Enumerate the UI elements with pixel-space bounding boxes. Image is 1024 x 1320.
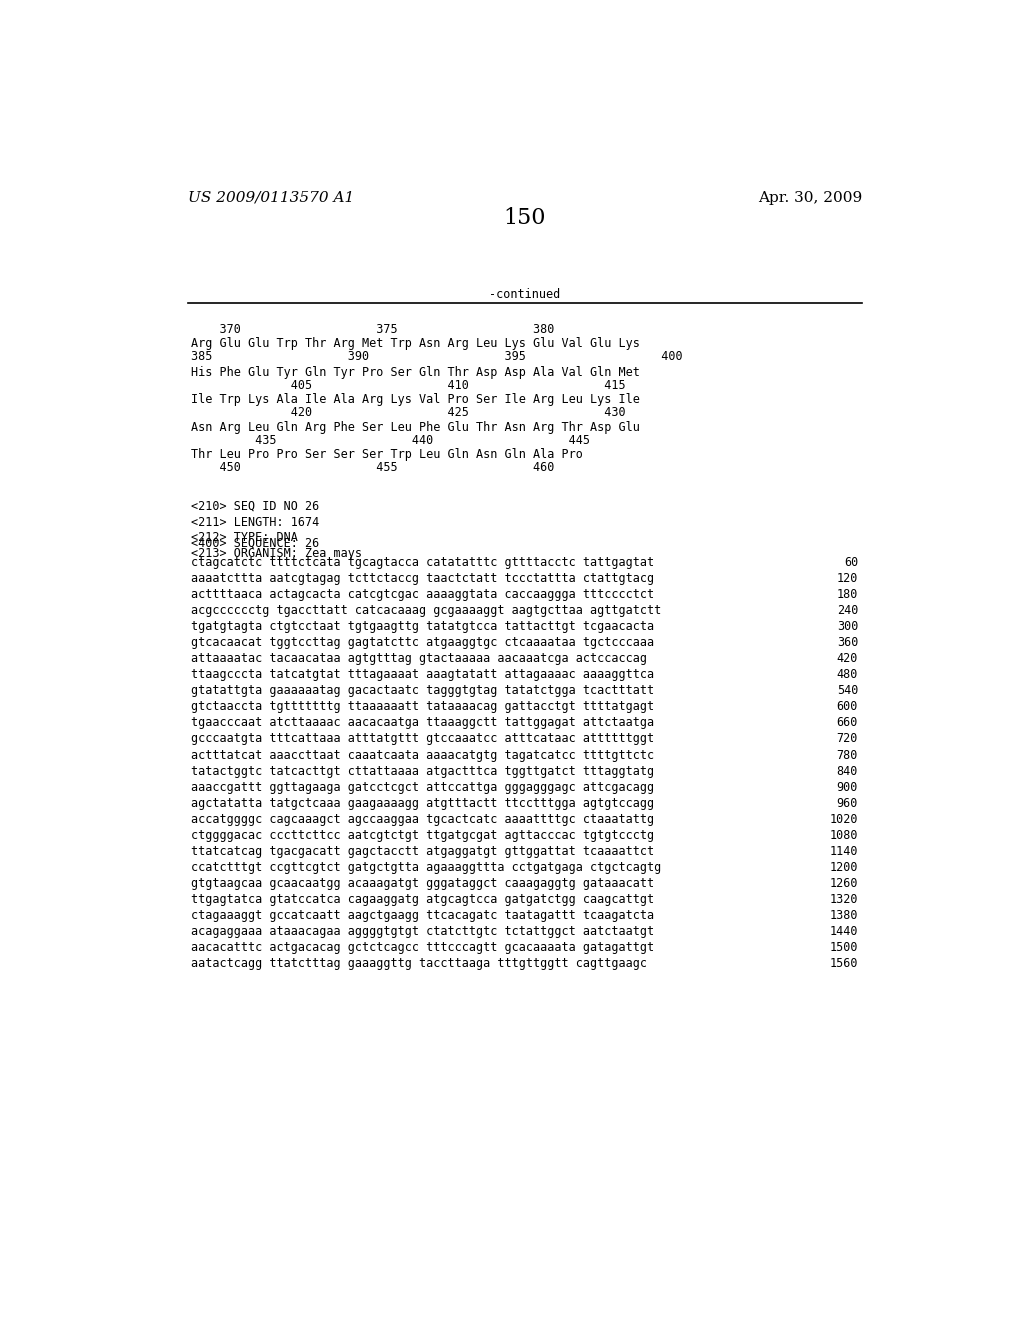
Text: aacacatttc actgacacag gctctcagcc tttcccagtt gcacaaaata gatagattgt: aacacatttc actgacacag gctctcagcc tttccca… [191, 941, 654, 954]
Text: 1020: 1020 [829, 813, 858, 826]
Text: ctagcatctc ttttctcata tgcagtacca catatatttc gttttacctc tattgagtat: ctagcatctc ttttctcata tgcagtacca catatat… [191, 556, 654, 569]
Text: agctatatta tatgctcaaa gaagaaaagg atgtttactt ttcctttgga agtgtccagg: agctatatta tatgctcaaa gaagaaaagg atgttta… [191, 797, 654, 809]
Text: ttgagtatca gtatccatca cagaaggatg atgcagtcca gatgatctgg caagcattgt: ttgagtatca gtatccatca cagaaggatg atgcagt… [191, 894, 654, 906]
Text: acagaggaaa ataaacagaa aggggtgtgt ctatcttgtc tctattggct aatctaatgt: acagaggaaa ataaacagaa aggggtgtgt ctatctt… [191, 925, 654, 939]
Text: tgaacccaat atcttaaaac aacacaatga ttaaaggctt tattggagat attctaatga: tgaacccaat atcttaaaac aacacaatga ttaaagg… [191, 717, 654, 730]
Text: <400> SEQUENCE: 26: <400> SEQUENCE: 26 [191, 536, 319, 549]
Text: Thr Leu Pro Pro Ser Ser Ser Trp Leu Gln Asn Gln Ala Pro: Thr Leu Pro Pro Ser Ser Ser Trp Leu Gln … [191, 447, 584, 461]
Text: 900: 900 [837, 780, 858, 793]
Text: 150: 150 [504, 207, 546, 230]
Text: <212> TYPE: DNA: <212> TYPE: DNA [191, 532, 298, 544]
Text: aaaccgattt ggttagaaga gatcctcgct attccattga gggagggagc attcgacagg: aaaccgattt ggttagaaga gatcctcgct attccat… [191, 780, 654, 793]
Text: 1380: 1380 [829, 909, 858, 923]
Text: ttatcatcag tgacgacatt gagctacctt atgaggatgt gttggattat tcaaaattct: ttatcatcag tgacgacatt gagctacctt atgagga… [191, 845, 654, 858]
Text: attaaaatac tacaacataa agtgtttag gtactaaaaa aacaaatcga actccaccag: attaaaatac tacaacataa agtgtttag gtactaaa… [191, 652, 647, 665]
Text: 960: 960 [837, 797, 858, 809]
Text: aatactcagg ttatctttag gaaaggttg taccttaaga tttgttggtt cagttgaagc: aatactcagg ttatctttag gaaaggttg taccttaa… [191, 957, 647, 970]
Text: 780: 780 [837, 748, 858, 762]
Text: 1440: 1440 [829, 925, 858, 939]
Text: 450                   455                   460: 450 455 460 [191, 461, 555, 474]
Text: 840: 840 [837, 764, 858, 777]
Text: gtgtaagcaa gcaacaatgg acaaagatgt gggataggct caaagaggtg gataaacatt: gtgtaagcaa gcaacaatgg acaaagatgt gggatag… [191, 876, 654, 890]
Text: 360: 360 [837, 636, 858, 649]
Text: 405                   410                   415: 405 410 415 [191, 379, 626, 392]
Text: 240: 240 [837, 605, 858, 616]
Text: 540: 540 [837, 684, 858, 697]
Text: 1140: 1140 [829, 845, 858, 858]
Text: tatactggtc tatcacttgt cttattaaaa atgactttca tggttgatct tttaggtatg: tatactggtc tatcacttgt cttattaaaa atgactt… [191, 764, 654, 777]
Text: gtcacaacat tggtccttag gagtatcttc atgaaggtgc ctcaaaataa tgctcccaaa: gtcacaacat tggtccttag gagtatcttc atgaagg… [191, 636, 654, 649]
Text: Ile Trp Lys Ala Ile Ala Arg Lys Val Pro Ser Ile Arg Leu Lys Ile: Ile Trp Lys Ala Ile Ala Arg Lys Val Pro … [191, 393, 640, 407]
Text: ctggggacac cccttcttcc aatcgtctgt ttgatgcgat agttacccac tgtgtccctg: ctggggacac cccttcttcc aatcgtctgt ttgatgc… [191, 829, 654, 842]
Text: gcccaatgta tttcattaaa atttatgttt gtccaaatcc atttcataac attttttggt: gcccaatgta tttcattaaa atttatgttt gtccaaa… [191, 733, 654, 746]
Text: accatggggc cagcaaagct agccaaggaa tgcactcatc aaaattttgc ctaaatattg: accatggggc cagcaaagct agccaaggaa tgcactc… [191, 813, 654, 826]
Text: acttttaaca actagcacta catcgtcgac aaaaggtata caccaaggga tttcccctct: acttttaaca actagcacta catcgtcgac aaaaggt… [191, 587, 654, 601]
Text: 420: 420 [837, 652, 858, 665]
Text: Apr. 30, 2009: Apr. 30, 2009 [758, 191, 862, 205]
Text: 1200: 1200 [829, 861, 858, 874]
Text: <210> SEQ ID NO 26: <210> SEQ ID NO 26 [191, 500, 319, 513]
Text: <213> ORGANISM: Zea mays: <213> ORGANISM: Zea mays [191, 548, 362, 560]
Text: -continued: -continued [489, 289, 560, 301]
Text: 1320: 1320 [829, 894, 858, 906]
Text: 1500: 1500 [829, 941, 858, 954]
Text: 370                   375                   380: 370 375 380 [191, 323, 555, 337]
Text: 385                   390                   395                   400: 385 390 395 400 [191, 351, 683, 363]
Text: 1560: 1560 [829, 957, 858, 970]
Text: 435                   440                   445: 435 440 445 [191, 434, 591, 447]
Text: His Phe Glu Tyr Gln Tyr Pro Ser Gln Thr Asp Asp Ala Val Gln Met: His Phe Glu Tyr Gln Tyr Pro Ser Gln Thr … [191, 366, 640, 379]
Text: ttaagcccta tatcatgtat tttagaaaat aaagtatatt attagaaaac aaaaggttca: ttaagcccta tatcatgtat tttagaaaat aaagtat… [191, 668, 654, 681]
Text: 120: 120 [837, 572, 858, 585]
Text: 420                   425                   430: 420 425 430 [191, 407, 626, 420]
Text: <211> LENGTH: 1674: <211> LENGTH: 1674 [191, 516, 319, 529]
Text: actttatcat aaaccttaat caaatcaata aaaacatgtg tagatcatcc ttttgttctc: actttatcat aaaccttaat caaatcaata aaaacat… [191, 748, 654, 762]
Text: acgcccccctg tgaccttatt catcacaaag gcgaaaaggt aagtgcttaa agttgatctt: acgcccccctg tgaccttatt catcacaaag gcgaaa… [191, 605, 662, 616]
Text: Asn Arg Leu Gln Arg Phe Ser Leu Phe Glu Thr Asn Arg Thr Asp Glu: Asn Arg Leu Gln Arg Phe Ser Leu Phe Glu … [191, 421, 640, 434]
Text: gtctaaccta tgtttttttg ttaaaaaatt tataaaacag gattacctgt ttttatgagt: gtctaaccta tgtttttttg ttaaaaaatt tataaaa… [191, 701, 654, 713]
Text: 1080: 1080 [829, 829, 858, 842]
Text: ctagaaaggt gccatcaatt aagctgaagg ttcacagatc taatagattt tcaagatcta: ctagaaaggt gccatcaatt aagctgaagg ttcacag… [191, 909, 654, 923]
Text: 180: 180 [837, 587, 858, 601]
Text: 720: 720 [837, 733, 858, 746]
Text: 300: 300 [837, 620, 858, 634]
Text: 60: 60 [844, 556, 858, 569]
Text: tgatgtagta ctgtcctaat tgtgaagttg tatatgtcca tattacttgt tcgaacacta: tgatgtagta ctgtcctaat tgtgaagttg tatatgt… [191, 620, 654, 634]
Text: Arg Glu Glu Trp Thr Arg Met Trp Asn Arg Leu Lys Glu Val Glu Lys: Arg Glu Glu Trp Thr Arg Met Trp Asn Arg … [191, 338, 640, 350]
Text: 1260: 1260 [829, 876, 858, 890]
Text: 600: 600 [837, 701, 858, 713]
Text: 660: 660 [837, 717, 858, 730]
Text: ccatctttgt ccgttcgtct gatgctgtta agaaaggttta cctgatgaga ctgctcagtg: ccatctttgt ccgttcgtct gatgctgtta agaaagg… [191, 861, 662, 874]
Text: US 2009/0113570 A1: US 2009/0113570 A1 [187, 191, 353, 205]
Text: gtatattgta gaaaaaatag gacactaatc tagggtgtag tatatctgga tcactttatt: gtatattgta gaaaaaatag gacactaatc tagggtg… [191, 684, 654, 697]
Text: aaaatcttta aatcgtagag tcttctaccg taactctatt tccctattta ctattgtacg: aaaatcttta aatcgtagag tcttctaccg taactct… [191, 572, 654, 585]
Text: 480: 480 [837, 668, 858, 681]
